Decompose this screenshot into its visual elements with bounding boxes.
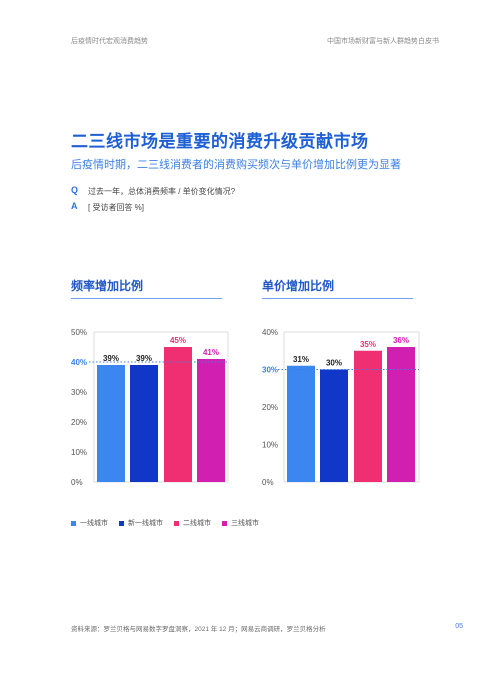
chart-title-price: 单价增加比例 <box>262 279 335 293</box>
chart-legend: 一线城市 新一线城市 二线城市 三线城市 <box>71 518 270 528</box>
y-tick-label: 10% <box>71 448 87 457</box>
y-tick-label: 40% <box>71 358 87 367</box>
bar-value-label: 39% <box>103 354 119 363</box>
page-title: 二三线市场是重要的消费升级贡献市场 <box>71 132 369 151</box>
question-text: 过去一年，总体消费频率 / 单价变化情况? <box>88 187 236 196</box>
bar-value-label: 35% <box>360 340 376 349</box>
bar-3 <box>354 350 382 482</box>
chart-title-underline-frequency <box>71 298 222 299</box>
bar-value-label: 41% <box>203 348 219 357</box>
legend-label-tier1: 一线城市 <box>80 520 108 527</box>
bar-1 <box>97 365 125 482</box>
plot-frame <box>283 331 420 483</box>
bar-2 <box>130 365 158 482</box>
header-right-text: 中国市场新财富与新人群趋势白皮书 <box>327 38 439 45</box>
legend-item-new-tier1: 新一线城市 <box>119 518 163 528</box>
y-tick-label: 40% <box>262 328 278 337</box>
bar-3 <box>164 347 192 482</box>
bar-4 <box>197 359 225 482</box>
bar-value-label: 31% <box>293 355 309 364</box>
y-tick-label: 20% <box>71 418 87 427</box>
legend-label-tier2: 二线城市 <box>183 520 211 527</box>
header-left-text: 后疫情时代宏观消费趋势 <box>71 38 148 45</box>
legend-item-tier1: 一线城市 <box>71 518 108 528</box>
question-marker: Q <box>71 185 79 195</box>
page-number: 05 <box>455 623 463 630</box>
legend-label-new-tier1: 新一线城市 <box>128 520 163 527</box>
legend-item-tier2: 二线城市 <box>174 518 211 528</box>
y-tick-label: 20% <box>262 403 278 412</box>
legend-swatch-tier3 <box>222 520 227 526</box>
chart-title-frequency: 频率增加比例 <box>71 279 144 293</box>
legend-swatch-tier1 <box>71 520 76 526</box>
chart-title-underline-price <box>262 298 413 299</box>
legend-swatch-tier2 <box>174 520 179 526</box>
answer-text: [ 受访者回答 %] <box>88 203 145 212</box>
y-tick-label: 0% <box>262 478 274 487</box>
y-tick-label: 10% <box>262 441 278 450</box>
bar-4 <box>387 347 415 482</box>
bar-value-label: 36% <box>393 336 409 345</box>
source-footnote: 资料来源：罗兰贝格与网易数字罗盘洞察，2021 年 12 月；网易云商调研，罗兰… <box>71 626 326 633</box>
y-tick-label: 50% <box>71 328 87 337</box>
plot-frame <box>93 331 229 483</box>
bar-value-label: 30% <box>326 359 342 368</box>
bar-2 <box>320 369 348 482</box>
legend-label-tier3: 三线城市 <box>231 520 259 527</box>
legend-swatch-new-tier1 <box>119 520 124 526</box>
page-subtitle: 后疫情时期，二三线消费者的消费购买频次与单价增加比例更为显著 <box>71 159 401 171</box>
y-tick-label: 30% <box>262 366 278 375</box>
bar-1 <box>287 365 315 482</box>
legend-item-tier3: 三线城市 <box>222 518 259 528</box>
bar-value-label: 45% <box>170 336 186 345</box>
y-tick-label: 30% <box>71 388 87 397</box>
y-tick-label: 0% <box>71 478 83 487</box>
answer-marker: A <box>71 201 78 211</box>
bar-value-label: 39% <box>136 354 152 363</box>
